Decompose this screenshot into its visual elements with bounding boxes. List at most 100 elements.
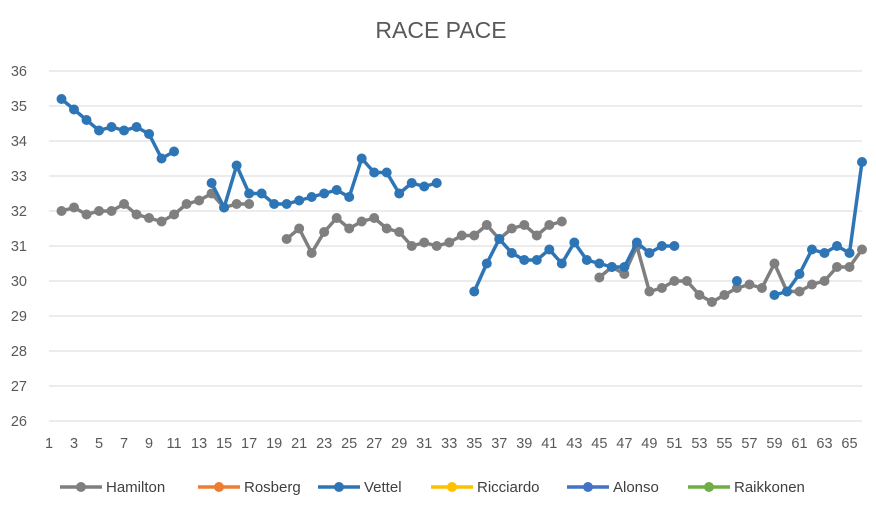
series-hamilton — [56, 188, 867, 307]
data-point-hamilton — [356, 216, 367, 227]
legend-label: Alonso — [613, 479, 659, 496]
x-tick-label: 37 — [491, 436, 507, 452]
x-tick-label: 43 — [566, 436, 582, 452]
data-point-hamilton — [419, 237, 430, 248]
x-tick-label: 61 — [791, 436, 807, 452]
legend-item-rosberg: Rosberg — [198, 479, 301, 496]
x-tick-label: 17 — [241, 436, 257, 452]
data-point-hamilton — [719, 290, 730, 300]
data-point-hamilton — [369, 213, 380, 223]
data-point-hamilton — [431, 241, 442, 251]
data-point-hamilton — [406, 241, 417, 251]
legend-swatch-marker — [704, 482, 714, 492]
x-tick-label: 27 — [366, 436, 382, 452]
data-point-hamilton — [281, 234, 292, 244]
x-tick-label: 51 — [666, 436, 682, 452]
data-point-hamilton — [644, 286, 655, 297]
data-point-vettel — [206, 178, 217, 188]
data-point-vettel — [581, 255, 592, 265]
y-tick-label: 29 — [11, 309, 27, 325]
x-tick-label: 45 — [591, 436, 607, 452]
legend-item-ricciardo: Ricciardo — [431, 479, 540, 496]
data-point-vettel — [119, 125, 130, 136]
legend-swatch-marker — [583, 482, 593, 492]
data-point-hamilton — [181, 199, 192, 209]
data-point-hamilton — [156, 216, 167, 227]
data-point-vettel — [844, 248, 855, 258]
y-tick-label: 35 — [11, 99, 27, 115]
data-point-hamilton — [794, 286, 805, 297]
y-tick-label: 34 — [11, 134, 27, 150]
x-tick-label: 59 — [766, 436, 782, 452]
data-point-hamilton — [231, 199, 242, 209]
data-point-vettel — [569, 237, 580, 248]
data-point-hamilton — [306, 248, 317, 258]
x-tick-label: 33 — [441, 436, 457, 452]
data-point-vettel — [169, 146, 180, 157]
data-point-vettel — [431, 178, 442, 188]
chart-title: RACE PACE — [375, 17, 506, 43]
x-tick-label: 49 — [641, 436, 657, 452]
data-point-hamilton — [519, 220, 530, 230]
data-point-hamilton — [506, 223, 517, 234]
data-point-vettel — [481, 258, 492, 269]
data-point-hamilton — [681, 276, 692, 286]
y-tick-label: 30 — [11, 274, 27, 290]
y-tick-label: 28 — [11, 344, 27, 360]
y-tick-label: 31 — [11, 239, 27, 255]
data-point-hamilton — [669, 276, 680, 286]
data-point-vettel — [294, 195, 305, 206]
series-line-hamilton — [61, 191, 250, 224]
x-tick-label: 9 — [145, 436, 153, 452]
data-point-hamilton — [331, 213, 342, 223]
legend-label: Vettel — [364, 479, 402, 496]
data-point-vettel — [419, 181, 430, 192]
data-point-hamilton — [456, 230, 467, 241]
y-axis-tick-labels: 26 27 28 29 30 31 32 33 34 35 36 — [11, 64, 27, 430]
data-point-hamilton — [294, 223, 305, 234]
x-axis-tick-labels: 1 3 5 7 9 11 13 15 17 19 21 23 25 27 29 31 33 35 37 39 41 43 4… — [45, 436, 858, 452]
series-line-vettel — [210, 156, 438, 210]
legend-swatch-marker — [214, 482, 224, 492]
data-point-vettel — [306, 192, 317, 202]
x-tick-label: 47 — [616, 436, 632, 452]
data-point-hamilton — [531, 230, 542, 241]
x-tick-label: 35 — [466, 436, 482, 452]
data-point-hamilton — [131, 209, 142, 220]
x-tick-label: 55 — [716, 436, 732, 452]
data-point-hamilton — [844, 262, 855, 272]
data-point-vettel — [769, 290, 780, 300]
data-point-vettel — [544, 244, 555, 255]
data-point-vettel — [656, 241, 667, 251]
legend-swatch-marker — [76, 482, 86, 492]
data-point-hamilton — [694, 290, 705, 300]
data-point-vettel — [356, 153, 367, 164]
legend-item-vettel: Vettel — [318, 479, 402, 496]
data-point-hamilton — [594, 272, 605, 283]
data-point-hamilton — [831, 262, 842, 272]
data-point-vettel — [731, 276, 742, 286]
data-point-hamilton — [319, 227, 330, 237]
data-point-hamilton — [69, 202, 80, 213]
x-tick-label: 19 — [266, 436, 282, 452]
data-point-hamilton — [144, 213, 155, 223]
data-point-vettel — [56, 94, 67, 104]
y-tick-label: 27 — [11, 379, 27, 395]
data-point-vettel — [156, 153, 167, 164]
x-tick-label: 53 — [691, 436, 707, 452]
data-point-vettel — [631, 237, 642, 248]
legend-label: Ricciardo — [477, 479, 540, 496]
data-point-vettel — [606, 262, 617, 272]
data-point-vettel — [556, 258, 567, 269]
data-point-vettel — [131, 122, 142, 132]
data-point-vettel — [857, 157, 867, 167]
data-point-hamilton — [744, 279, 755, 290]
x-tick-label: 29 — [391, 436, 407, 452]
legend-swatch-marker — [334, 482, 344, 492]
data-point-vettel — [506, 248, 517, 258]
x-tick-label: 25 — [341, 436, 357, 452]
data-point-vettel — [831, 241, 842, 251]
x-tick-label: 1 — [45, 436, 53, 452]
data-point-vettel — [269, 199, 280, 209]
